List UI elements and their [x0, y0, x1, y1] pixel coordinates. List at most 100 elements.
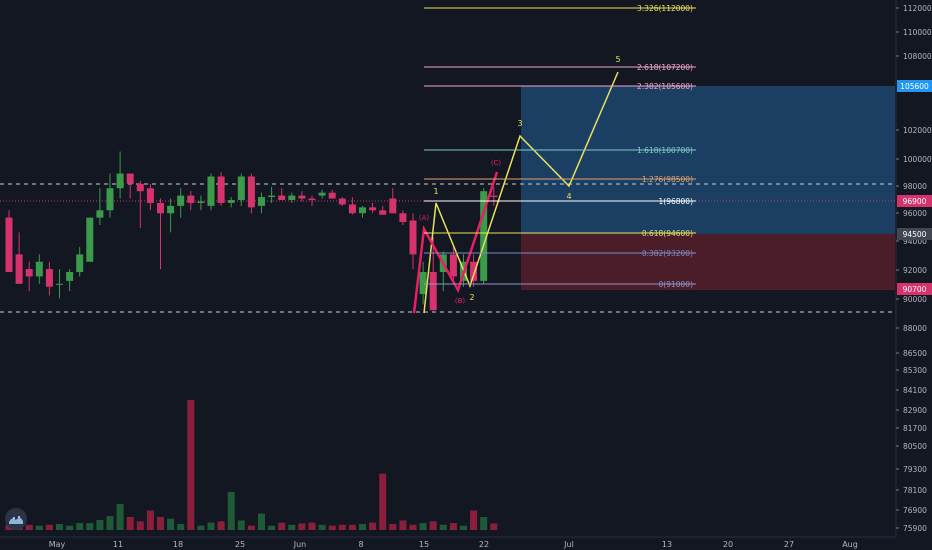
volume-bar — [389, 523, 397, 530]
time-tick-label: Jul — [563, 540, 574, 549]
price-badge — [897, 228, 932, 240]
volume-bar — [157, 517, 164, 530]
price-badge-label: 94500 — [903, 230, 927, 239]
price-tick-label: 75900 — [903, 524, 927, 533]
price-badge — [897, 283, 932, 295]
volume-bar — [126, 517, 134, 530]
time-tick-label: 15 — [419, 540, 429, 549]
candle-body — [429, 272, 437, 311]
volume-bar — [187, 400, 195, 530]
volume-bar — [298, 523, 306, 530]
volume-bar — [429, 521, 437, 530]
candle-body — [5, 217, 13, 273]
time-tick-label: Jun — [293, 540, 307, 549]
candle-body — [490, 195, 498, 198]
corrective-wave-line — [412, 171, 499, 314]
volume-bar — [35, 525, 43, 530]
price-badge-label: 96900 — [903, 197, 927, 206]
candle-body — [217, 176, 225, 203]
candle-body — [177, 195, 185, 206]
candle-body — [419, 272, 427, 295]
candle-body — [76, 254, 84, 273]
time-tick-label: 11 — [113, 540, 123, 549]
candle-body — [369, 207, 377, 211]
fib-level-label: 0.618(94600) — [642, 229, 693, 238]
candle-body — [348, 204, 356, 214]
candle-body — [449, 254, 457, 277]
price-tick-label: 96000 — [903, 209, 927, 218]
volume-bar — [258, 513, 265, 530]
candle-body — [187, 195, 195, 203]
fib-level-label: 1.276(98500) — [642, 175, 693, 184]
candle-body — [480, 191, 488, 281]
abc-wave-label: (A) — [419, 214, 430, 222]
price-badge-label: 90700 — [903, 285, 927, 294]
candle-body — [25, 269, 33, 277]
time-tick-label: 27 — [784, 540, 794, 549]
price-tick-label: 80500 — [903, 442, 927, 451]
volume-bar — [288, 524, 296, 530]
volume-bar — [227, 491, 235, 530]
time-tick-label: 20 — [723, 540, 733, 549]
candle-body — [258, 197, 265, 206]
fib-level-label: 0(91000) — [659, 280, 694, 289]
wave-label: 3 — [517, 119, 522, 128]
volume-bar — [470, 510, 478, 530]
candle-body — [237, 176, 245, 201]
candle-body — [167, 205, 175, 214]
candle-body — [389, 198, 397, 214]
volume-bar — [45, 524, 53, 530]
volume-bar — [96, 520, 104, 530]
volume-bar — [237, 520, 245, 530]
volume-bar — [76, 523, 84, 530]
price-tick-label: 100000 — [903, 155, 932, 164]
tradingview-logo-icon[interactable] — [5, 508, 27, 530]
candle-body — [359, 207, 366, 214]
volume-bar — [25, 524, 33, 530]
price-tick-label: 98000 — [903, 182, 927, 191]
price-tick-label: 110000 — [903, 28, 932, 37]
wave-label: 2 — [469, 293, 474, 302]
candle-body — [247, 176, 255, 208]
volume-bar — [56, 523, 63, 530]
price-tick-label: 88000 — [903, 324, 927, 333]
candle-body — [96, 210, 104, 218]
volume-bar — [278, 522, 286, 530]
candle-body — [308, 198, 316, 201]
time-tick-label: 25 — [235, 540, 245, 549]
wave-label: 1 — [433, 187, 438, 196]
candle-body — [146, 188, 154, 203]
price-tick-label: 81700 — [903, 424, 927, 433]
impulse-wave-line — [423, 71, 619, 314]
price-tick-label: 79300 — [903, 465, 927, 474]
time-tick-label: May — [49, 540, 66, 549]
time-tick-label: 13 — [662, 540, 672, 549]
time-tick-label: 18 — [173, 540, 183, 549]
price-tick-label: 94000 — [903, 237, 927, 246]
volume-bar — [460, 525, 467, 530]
volume-bar — [338, 524, 346, 530]
volume-bar — [449, 523, 457, 530]
candle-body — [157, 202, 164, 214]
stop-zone — [521, 234, 895, 290]
volume-bar — [379, 473, 387, 530]
price-tick-label: 112000 — [903, 4, 932, 13]
volume-bar — [116, 504, 124, 530]
time-tick-label: 22 — [479, 540, 489, 549]
candle-body — [288, 195, 296, 201]
candle-body — [15, 254, 23, 284]
candle-body — [399, 213, 407, 223]
price-tick-label: 92000 — [903, 266, 927, 275]
wave-label: 5 — [615, 55, 620, 64]
volume-bar — [167, 518, 175, 530]
candle-body — [409, 220, 417, 255]
volume-bar — [409, 524, 417, 530]
candle-body — [136, 183, 144, 192]
target-zone — [521, 86, 895, 234]
volume-bar — [359, 523, 366, 530]
candle-body — [207, 176, 215, 206]
volume-bar — [268, 525, 276, 530]
volume-bar — [86, 523, 94, 530]
time-tick-label: 8 — [358, 540, 363, 549]
